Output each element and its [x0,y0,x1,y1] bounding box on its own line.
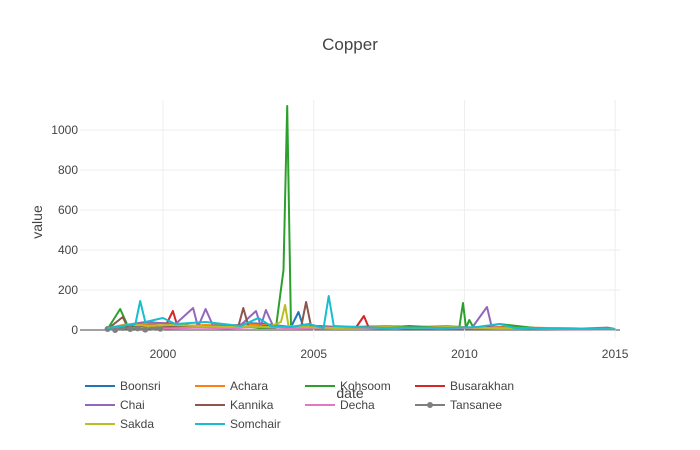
legend-item-tansanee[interactable]: Tansanee [415,398,502,412]
legend-item-kannika[interactable]: Kannika [195,398,274,412]
y-tick-label: 1000 [51,123,78,137]
grid [80,100,620,338]
x-axis-title: date [336,385,363,401]
legend-item-achara[interactable]: Achara [195,379,268,393]
y-tick-label: 400 [58,243,78,257]
x-tick-label: 2000 [150,347,177,361]
series-point [112,327,119,333]
legend-item-boonsri[interactable]: Boonsri [85,379,161,393]
chart-title: Copper [322,35,378,54]
legend[interactable]: Boonsri Achara Kohsoom Busarakhan Chai Kannik… [85,379,514,431]
y-tick-label: 200 [58,283,78,297]
legend-item-decha[interactable]: Decha [305,398,375,412]
y-axis-title: value [29,205,45,239]
legend-item-kohsoom[interactable]: Kohsoom [305,379,391,393]
legend-label: Sakda [120,417,154,431]
legend-label: Kannika [230,398,274,412]
legend-label: Boonsri [120,379,161,393]
x-tick-label: 2005 [300,347,327,361]
legend-marker [427,402,433,408]
series-somchair [107,295,616,331]
series-point [127,326,134,332]
legend-item-somchair[interactable]: Somchair [195,417,281,431]
legend-label: Decha [340,398,375,412]
series-point [142,326,149,333]
legend-label: Achara [230,379,268,393]
y-tick-label: 800 [58,163,78,177]
y-tick-label: 600 [58,203,78,217]
axes: 0 200 400 600 800 1000 2000 2005 2010 2015 [51,123,629,361]
series-point [157,325,164,332]
series-group [104,105,616,333]
x-tick-label: 2010 [451,347,478,361]
legend-item-chai[interactable]: Chai [85,398,145,412]
x-tick-label: 2015 [602,347,629,361]
legend-item-busarakhan[interactable]: Busarakhan [415,379,514,393]
legend-label: Chai [120,398,145,412]
legend-label: Tansanee [450,398,502,412]
series-point [134,325,141,332]
legend-label: Busarakhan [450,379,514,393]
legend-item-sakda[interactable]: Sakda [85,417,154,431]
legend-label: Kohsoom [340,379,391,393]
legend-label: Somchair [230,417,281,431]
y-tick-label: 0 [71,323,78,337]
series-line [107,295,616,331]
